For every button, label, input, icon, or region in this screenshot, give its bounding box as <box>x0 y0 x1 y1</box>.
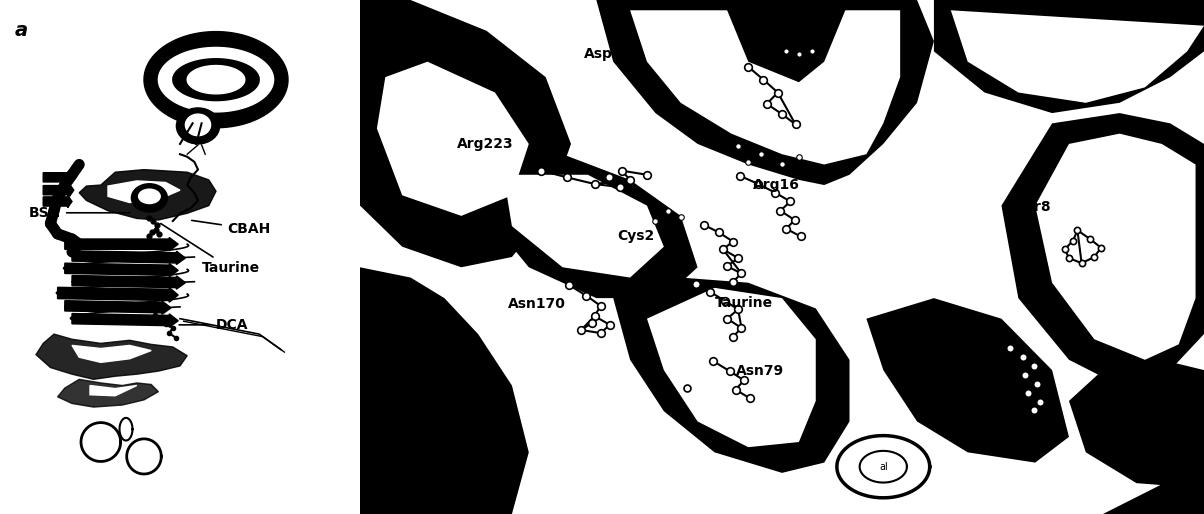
Text: Cys2: Cys2 <box>618 229 655 244</box>
Text: CBAH: CBAH <box>191 221 270 236</box>
Ellipse shape <box>131 183 167 212</box>
Polygon shape <box>1035 134 1196 360</box>
FancyArrow shape <box>65 237 178 251</box>
Text: Taurine: Taurine <box>714 296 773 310</box>
FancyArrow shape <box>43 195 72 208</box>
Ellipse shape <box>185 114 211 136</box>
Text: Arg16: Arg16 <box>752 178 799 192</box>
Polygon shape <box>360 0 571 267</box>
Polygon shape <box>503 175 663 278</box>
FancyArrow shape <box>65 301 171 315</box>
Polygon shape <box>934 0 1204 113</box>
Polygon shape <box>79 170 216 220</box>
Text: DCA: DCA <box>179 318 248 332</box>
Polygon shape <box>1069 360 1204 488</box>
Text: Tyr8: Tyr8 <box>1019 199 1052 214</box>
Ellipse shape <box>177 108 219 144</box>
Polygon shape <box>478 154 697 298</box>
FancyArrow shape <box>72 276 185 289</box>
FancyArrow shape <box>58 287 178 302</box>
Polygon shape <box>159 47 273 112</box>
Polygon shape <box>108 181 181 203</box>
Text: Asp19: Asp19 <box>584 47 632 61</box>
Polygon shape <box>613 278 850 473</box>
Text: BSH: BSH <box>29 206 130 220</box>
Polygon shape <box>1103 463 1204 514</box>
Text: Arg223: Arg223 <box>458 137 514 151</box>
Polygon shape <box>722 0 850 82</box>
Polygon shape <box>360 0 411 62</box>
Polygon shape <box>58 379 159 407</box>
Polygon shape <box>144 32 288 127</box>
Text: b: b <box>373 21 386 40</box>
Polygon shape <box>187 66 244 94</box>
Polygon shape <box>173 59 259 101</box>
Polygon shape <box>951 10 1204 103</box>
Text: al: al <box>879 462 887 472</box>
Polygon shape <box>1002 113 1204 386</box>
Polygon shape <box>360 267 529 514</box>
Polygon shape <box>377 62 529 216</box>
Text: Asn79: Asn79 <box>736 364 784 378</box>
Polygon shape <box>360 452 461 514</box>
Text: DCA: DCA <box>976 364 1009 378</box>
FancyArrow shape <box>65 263 178 277</box>
Polygon shape <box>360 452 461 514</box>
FancyArrow shape <box>72 314 178 327</box>
Polygon shape <box>596 0 934 185</box>
Text: a: a <box>14 21 28 40</box>
Polygon shape <box>630 10 901 164</box>
Ellipse shape <box>138 189 160 204</box>
Polygon shape <box>90 386 137 396</box>
Polygon shape <box>36 334 187 379</box>
FancyArrow shape <box>43 184 73 196</box>
Polygon shape <box>72 345 152 362</box>
FancyArrow shape <box>43 171 76 183</box>
Polygon shape <box>647 288 816 447</box>
FancyArrow shape <box>72 251 185 265</box>
Polygon shape <box>867 298 1069 463</box>
Text: Asn170: Asn170 <box>508 297 566 311</box>
Text: Taurine: Taurine <box>161 224 260 276</box>
